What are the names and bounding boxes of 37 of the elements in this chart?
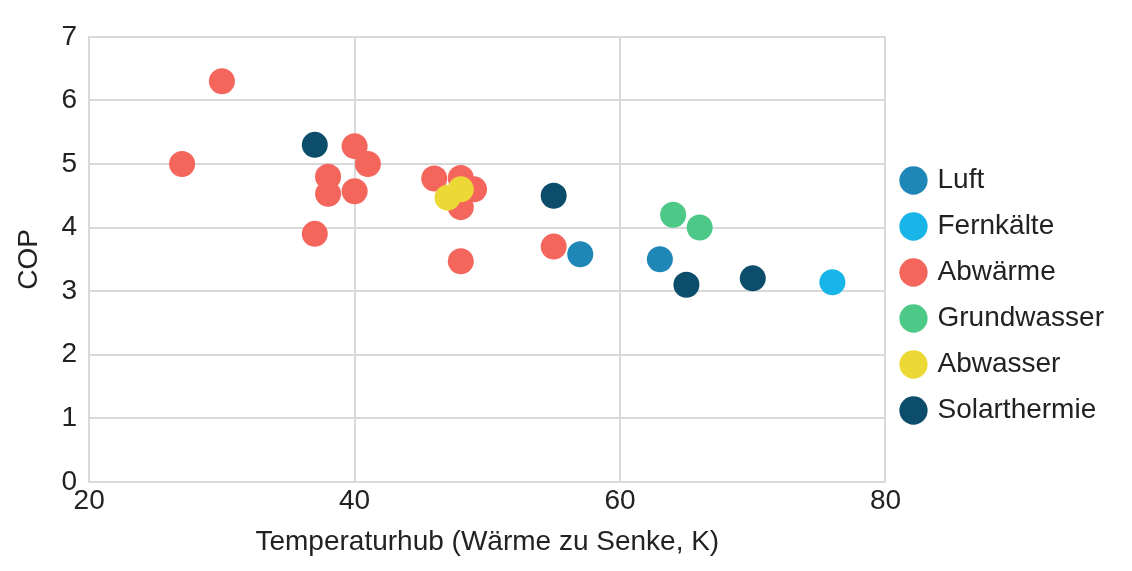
point [301,131,328,158]
legend-label: Grundwasser [937,301,1105,333]
point [341,133,368,160]
y-tick-label: 3 [61,273,78,305]
x-tick-label: 40 [339,484,371,516]
y-tick-label: 1 [61,400,78,432]
point [301,220,328,247]
point [540,182,567,209]
point [673,271,700,298]
y-tick-label: 5 [61,146,78,178]
point [686,214,713,241]
y-axis-title: COP [11,228,43,290]
point [660,201,687,228]
x-tick-label: 60 [604,484,636,516]
point [208,68,235,95]
point [540,233,567,260]
y-tick-label: 6 [61,83,78,115]
point [567,241,594,268]
point [646,246,673,273]
legend-label: Luft [937,163,985,195]
point [341,178,368,205]
legend-label: Fernkälte [937,209,1055,241]
y-tick-label: 2 [61,337,78,369]
point [819,269,846,296]
point [354,150,381,177]
x-tick-label: 80 [869,484,902,516]
legend-label: Abwasser [937,347,1061,379]
y-tick-label: 4 [61,210,78,242]
x-axis-title: Temperaturhub (Wärme zu Senke, K) [255,524,720,556]
point [739,265,766,292]
point [447,248,474,275]
point [447,176,474,203]
point [421,165,448,192]
point [169,150,196,177]
y-tick-label: 7 [61,19,78,51]
legend-label: Solarthermie [937,393,1097,425]
legend-label: Abwärme [937,255,1056,287]
